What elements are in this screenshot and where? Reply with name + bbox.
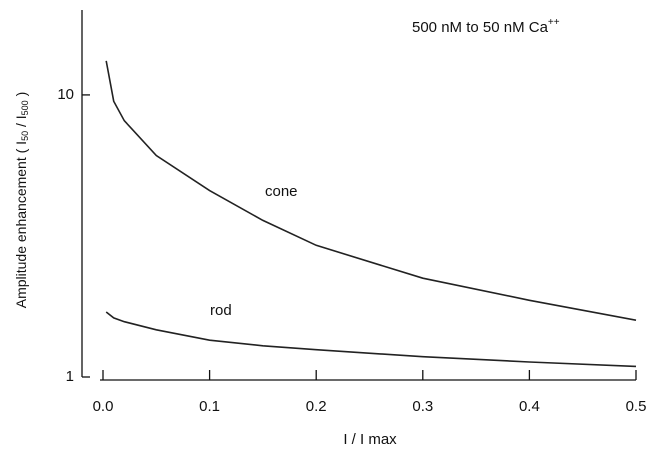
y-label-sub: 50 [20, 131, 30, 141]
y-label-part: ) [13, 92, 29, 101]
x-tick-label: 0.5 [626, 398, 647, 415]
annotation: 500 nM to 50 nM Ca++ [412, 17, 560, 36]
x-tick-label: 0.1 [199, 398, 220, 415]
y-axis-label: Amplitude enhancement ( I50 / I500 ) [13, 92, 31, 309]
y-label-part: Amplitude enhancement ( I [13, 141, 29, 308]
y-label-sub: 500 [20, 100, 30, 115]
x-tick-label: 0.2 [306, 398, 327, 415]
x-tick-label: 0.0 [93, 398, 114, 415]
annotation-superscript: ++ [548, 17, 560, 28]
y-tick-label: 10 [57, 86, 74, 103]
series-label: rod [210, 302, 232, 319]
x-axis-label: I / I max [343, 431, 397, 448]
data-line [105, 311, 637, 368]
x-tick-label: 0.3 [412, 398, 433, 415]
annotation-text: 500 nM to 50 nM Ca [412, 19, 549, 36]
x-tick-label: 0.4 [519, 398, 540, 415]
y-label-part: / I [13, 115, 29, 131]
series-label: cone [265, 183, 298, 200]
y-tick-label: 1 [66, 368, 74, 385]
data-line [105, 60, 637, 321]
